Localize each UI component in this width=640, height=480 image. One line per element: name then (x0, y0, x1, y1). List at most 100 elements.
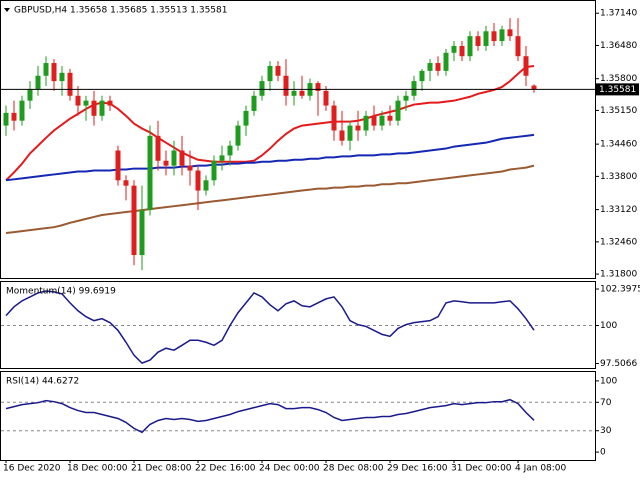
x-tick-label: 16 Dec 2020 (3, 464, 61, 474)
candle-body (227, 145, 233, 156)
current-price-label: 1.35581 (599, 85, 636, 95)
candle-body (467, 36, 473, 57)
candle-body (363, 115, 369, 131)
candle-body (187, 165, 193, 171)
candle-body (347, 125, 353, 141)
candle-body (59, 72, 65, 82)
candle-body (379, 115, 385, 126)
candle-body (331, 105, 337, 131)
y-tick-label: 1.34460 (600, 140, 637, 150)
candle-body (195, 170, 201, 191)
y-tick-label: 70 (600, 398, 612, 408)
y-tick-label: 97.5066 (600, 359, 637, 369)
candle-body (155, 135, 161, 161)
candle-body (147, 135, 153, 211)
candle-body (475, 36, 481, 46)
y-tick-label: 30 (600, 426, 612, 436)
candle-body (139, 210, 145, 256)
candle-body (283, 75, 289, 96)
moving-average-line (5, 133, 535, 182)
candle-body (275, 65, 281, 76)
candle-body (395, 100, 401, 121)
candle-body (3, 112, 9, 126)
moving-average-line (5, 164, 535, 235)
candle-body (531, 85, 537, 90)
main-panel-frame (0, 0, 596, 279)
candle-body (499, 29, 505, 42)
y-tick-label: 1.33800 (600, 172, 637, 182)
candle-body (387, 115, 393, 121)
y-tick-label: 1.37140 (600, 9, 637, 19)
candle-body (11, 112, 17, 121)
y-tick-label: 1.35800 (600, 74, 637, 84)
candle-body (107, 100, 113, 106)
candle-body (459, 45, 465, 57)
indicator-title: RSI(14) 44.6272 (6, 377, 79, 387)
candle-body (403, 95, 409, 101)
rsi-panel-frame (0, 371, 596, 461)
y-tick-label: 1.32460 (600, 237, 637, 247)
candle-body (83, 100, 89, 106)
candle-body (19, 100, 25, 121)
candle-body (131, 185, 137, 256)
candle-body (115, 150, 121, 181)
candle-body (51, 63, 57, 82)
candle-body (411, 81, 417, 96)
x-tick-label: 29 Dec 16:00 (387, 464, 448, 474)
candle-body (299, 90, 305, 96)
x-tick-label: 22 Dec 16:00 (195, 464, 256, 474)
x-tick-label: 31 Dec 00:00 (451, 464, 512, 474)
candle-body (91, 100, 97, 116)
indicator-line (5, 290, 535, 365)
candle-body (483, 31, 489, 46)
candle-body (43, 63, 49, 76)
candle-body (179, 150, 185, 166)
candle-body (371, 115, 377, 126)
x-tick-label: 18 Dec 00:00 (67, 464, 128, 474)
candle-body (259, 81, 265, 96)
candle-body (75, 95, 81, 106)
candle-body (323, 90, 329, 106)
menu-triangle-icon[interactable] (4, 8, 10, 12)
chart-title: GBPUSD,H4 1.35658 1.35685 1.35513 1.3558… (14, 6, 227, 16)
candle-body (515, 36, 521, 57)
candle-body (99, 100, 105, 116)
candle-body (339, 130, 345, 141)
candle-body (443, 52, 449, 71)
candle-body (35, 75, 41, 89)
candle-body (491, 31, 497, 42)
current-price-box (596, 83, 639, 96)
candle-body (419, 70, 425, 82)
y-tick-label: 0 (600, 448, 606, 458)
x-tick-label: 4 Jan 08:00 (515, 464, 567, 474)
candle-body (203, 180, 209, 191)
candle-body (435, 63, 441, 71)
candle-body (251, 95, 257, 111)
y-tick-label: 1.35150 (600, 106, 637, 116)
candle-body (211, 160, 217, 181)
candle-body (355, 125, 361, 131)
indicator-line (5, 398, 535, 434)
candle-body (291, 90, 297, 96)
x-tick-label: 28 Dec 08:00 (323, 464, 384, 474)
candle-body (507, 29, 513, 37)
indicator-title: Momentum(14) 99.6919 (6, 287, 116, 297)
candle-body (123, 180, 129, 186)
candle-body (243, 110, 249, 126)
candle-body (267, 65, 273, 82)
candle-body (315, 83, 321, 91)
momentum-panel-frame (0, 281, 596, 369)
candle-body (163, 160, 169, 166)
candle-body (427, 63, 433, 71)
candle-body (451, 45, 457, 53)
y-tick-label: 102.3975 (600, 285, 640, 295)
candle-body (523, 56, 529, 76)
y-tick-label: 1.36480 (600, 41, 637, 51)
candle-body (67, 72, 73, 96)
y-tick-label: 100 (600, 321, 617, 331)
y-tick-label: 1.33120 (600, 205, 637, 215)
candle-body (219, 155, 225, 161)
candle-body (171, 150, 177, 166)
